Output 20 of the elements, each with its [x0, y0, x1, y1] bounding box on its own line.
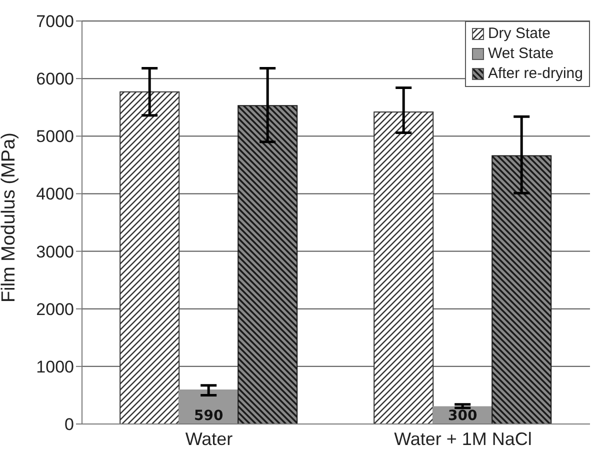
bar [120, 91, 180, 424]
data-label: 300 [448, 408, 478, 424]
y-tick-label: 3000 [36, 242, 74, 262]
y-tick-label: 0 [64, 415, 74, 434]
y-tick-label: 7000 [36, 12, 74, 32]
bar [238, 105, 298, 424]
legend-label: Wet State [488, 44, 554, 64]
bar [374, 111, 434, 424]
y-tick-label: 5000 [36, 127, 74, 146]
y-tick-label: 6000 [36, 70, 74, 89]
x-tick-label: Water + 1M NaCl [394, 428, 532, 449]
y-tick-label: 1000 [36, 357, 74, 376]
x-tick-label: Water [185, 428, 233, 449]
legend-label: Dry State [488, 24, 550, 44]
legend-label: After re-drying [488, 64, 583, 84]
bar [492, 155, 552, 424]
y-tick-label: 4000 [36, 184, 74, 204]
y-tick-label: 2000 [36, 300, 74, 319]
y-axis-title: Film Modulus (MPa) [0, 132, 20, 302]
data-label: 590 [194, 408, 224, 424]
